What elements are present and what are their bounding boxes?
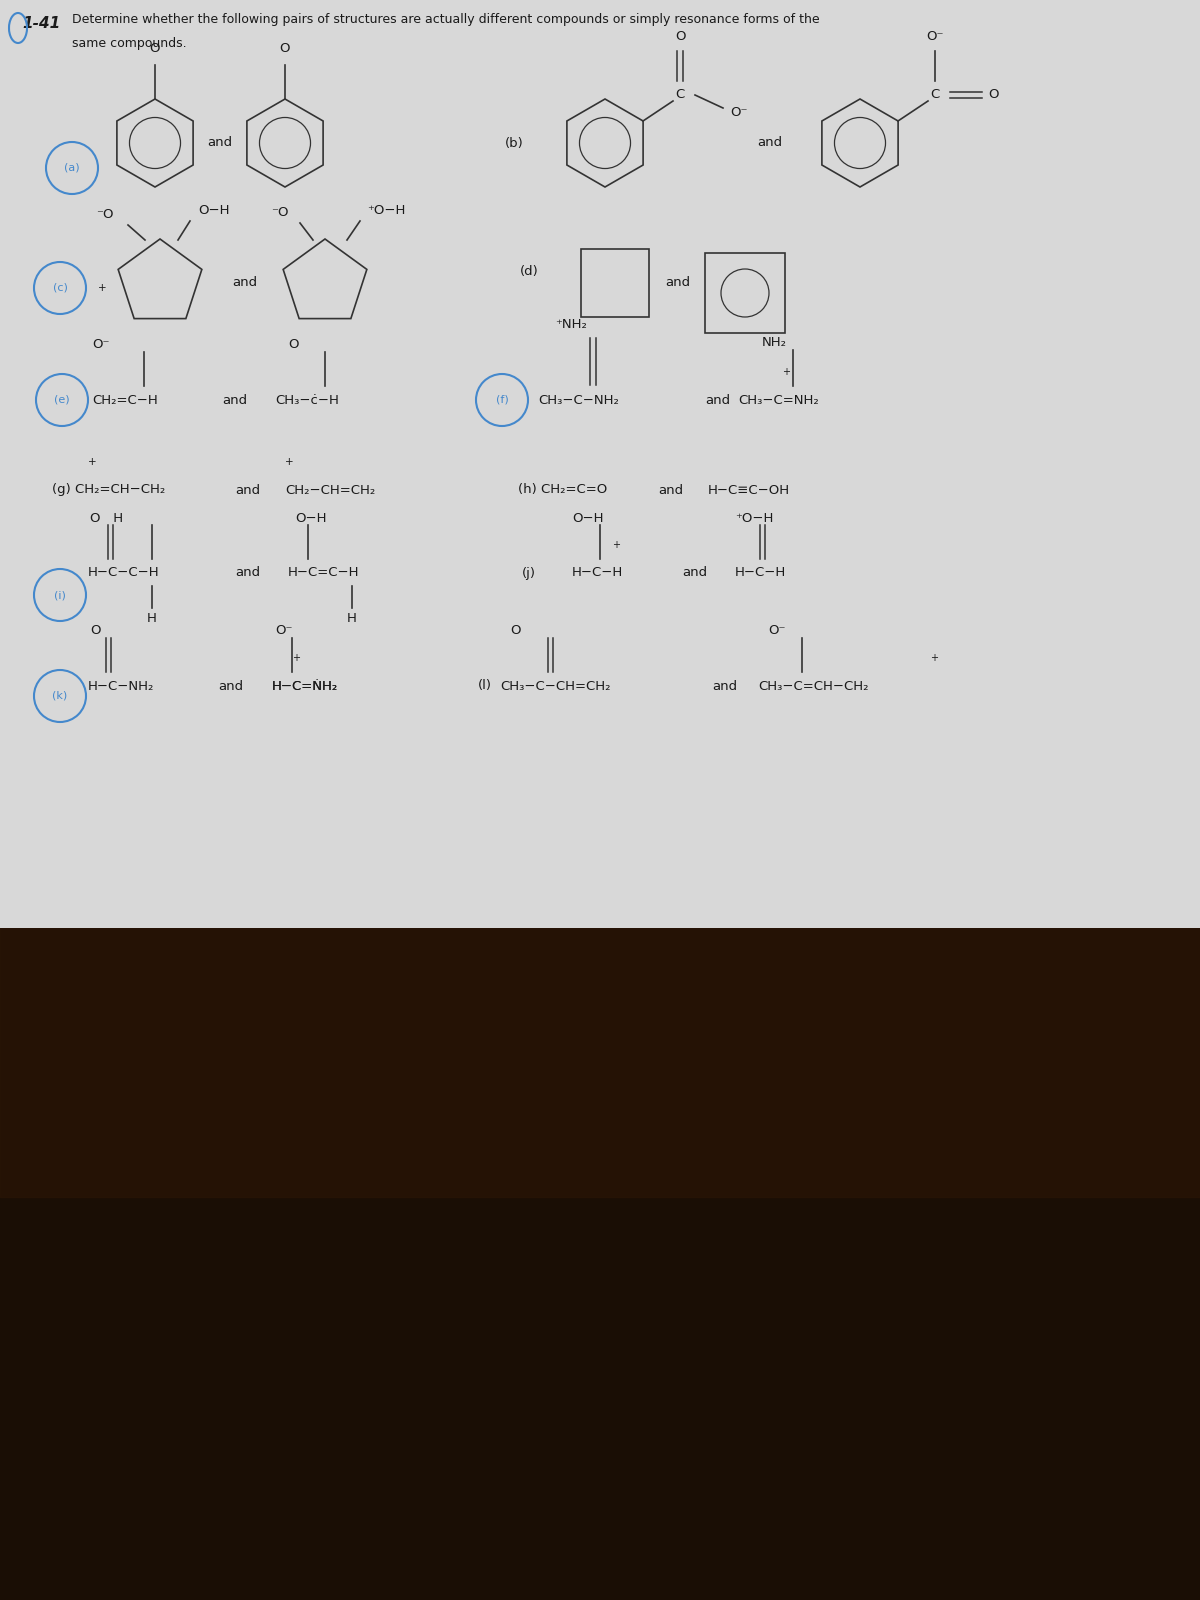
- Text: ⁻O: ⁻O: [271, 206, 289, 219]
- Text: NH₂: NH₂: [762, 336, 787, 349]
- Text: O−H: O−H: [295, 512, 326, 525]
- Text: and: and: [682, 566, 707, 579]
- Text: O: O: [280, 42, 290, 54]
- Text: O: O: [988, 88, 998, 101]
- Text: H−C−H: H−C−H: [572, 566, 623, 579]
- Text: (d): (d): [520, 264, 539, 277]
- Text: H−C≡C−OH: H−C≡C−OH: [708, 483, 790, 496]
- Text: ⁺O−H: ⁺O−H: [734, 512, 773, 525]
- Text: CH₃−ċ−H: CH₃−ċ−H: [275, 394, 338, 406]
- Text: CH₃−C=CH−CH₂: CH₃−C=CH−CH₂: [758, 680, 869, 693]
- Text: O: O: [510, 624, 521, 637]
- Text: same compounds.: same compounds.: [72, 37, 187, 50]
- Text: +: +: [88, 458, 97, 467]
- Text: O: O: [674, 30, 685, 43]
- Text: O: O: [150, 42, 161, 54]
- Text: (b): (b): [505, 136, 523, 149]
- Text: CH₂=C−H: CH₂=C−H: [92, 394, 157, 406]
- Text: and: and: [222, 394, 247, 406]
- Text: Determine whether the following pairs of structures are actually different compo: Determine whether the following pairs of…: [72, 13, 820, 27]
- Text: CH₃−C−CH=CH₂: CH₃−C−CH=CH₂: [500, 680, 611, 693]
- Text: O   H: O H: [90, 512, 124, 525]
- Text: ⁻O: ⁻O: [96, 208, 114, 221]
- Text: and: and: [712, 680, 737, 693]
- Text: 1-41: 1-41: [22, 16, 60, 30]
- Text: +: +: [930, 653, 938, 662]
- Text: and: and: [233, 277, 258, 290]
- Text: H: H: [347, 611, 356, 624]
- Text: H−C−H: H−C−H: [734, 566, 786, 579]
- Text: +: +: [612, 541, 620, 550]
- Text: O: O: [288, 339, 299, 352]
- Text: CH₃−C=NH₂: CH₃−C=NH₂: [738, 394, 818, 406]
- Text: (k): (k): [53, 691, 67, 701]
- Text: (c): (c): [53, 283, 67, 293]
- Text: (a): (a): [64, 163, 80, 173]
- Text: (l): (l): [478, 680, 492, 693]
- Text: (h) CH₂=C=O: (h) CH₂=C=O: [518, 483, 607, 496]
- Text: and: and: [658, 483, 683, 496]
- Text: ⁺O−H: ⁺O−H: [367, 203, 406, 216]
- Text: ⁺NH₂: ⁺NH₂: [554, 318, 587, 331]
- Text: and: and: [757, 136, 782, 149]
- Text: C: C: [676, 88, 685, 101]
- Text: H−C=NH₂: H−C=NH₂: [272, 680, 338, 693]
- Text: O⁻: O⁻: [926, 30, 943, 43]
- Text: O⁻: O⁻: [275, 624, 293, 637]
- Text: O⁻: O⁻: [768, 624, 786, 637]
- Text: O−H: O−H: [198, 203, 229, 216]
- Text: H−C=ṄH₂: H−C=ṄH₂: [272, 680, 338, 693]
- Text: and: and: [666, 277, 690, 290]
- Text: H−C−NH₂: H−C−NH₂: [88, 680, 155, 693]
- Text: and: and: [208, 136, 233, 149]
- Text: +: +: [286, 458, 294, 467]
- Text: and: and: [218, 680, 244, 693]
- Text: +: +: [292, 653, 300, 662]
- Text: O: O: [90, 624, 101, 637]
- Text: O⁻: O⁻: [730, 107, 748, 120]
- Text: +: +: [782, 366, 790, 378]
- Text: and: and: [235, 483, 260, 496]
- Text: and: and: [235, 566, 260, 579]
- Text: CH₃−C−NH₂: CH₃−C−NH₂: [538, 394, 619, 406]
- Text: O−H: O−H: [572, 512, 604, 525]
- Text: O⁻: O⁻: [92, 339, 109, 352]
- Text: (j): (j): [522, 566, 536, 579]
- Text: H: H: [148, 611, 157, 624]
- Bar: [0, 928, 1200, 1197]
- Text: (f): (f): [496, 395, 509, 405]
- Text: (i): (i): [54, 590, 66, 600]
- Text: +: +: [97, 283, 107, 293]
- Text: and: and: [706, 394, 730, 406]
- Text: CH₂−CH=CH₂: CH₂−CH=CH₂: [286, 483, 376, 496]
- Text: H−C−C−H: H−C−C−H: [88, 566, 160, 579]
- Text: (e): (e): [54, 395, 70, 405]
- Text: C: C: [930, 88, 940, 101]
- Text: (g) CH₂=CH−CH₂: (g) CH₂=CH−CH₂: [52, 483, 166, 496]
- Text: H−C=C−H: H−C=C−H: [288, 566, 360, 579]
